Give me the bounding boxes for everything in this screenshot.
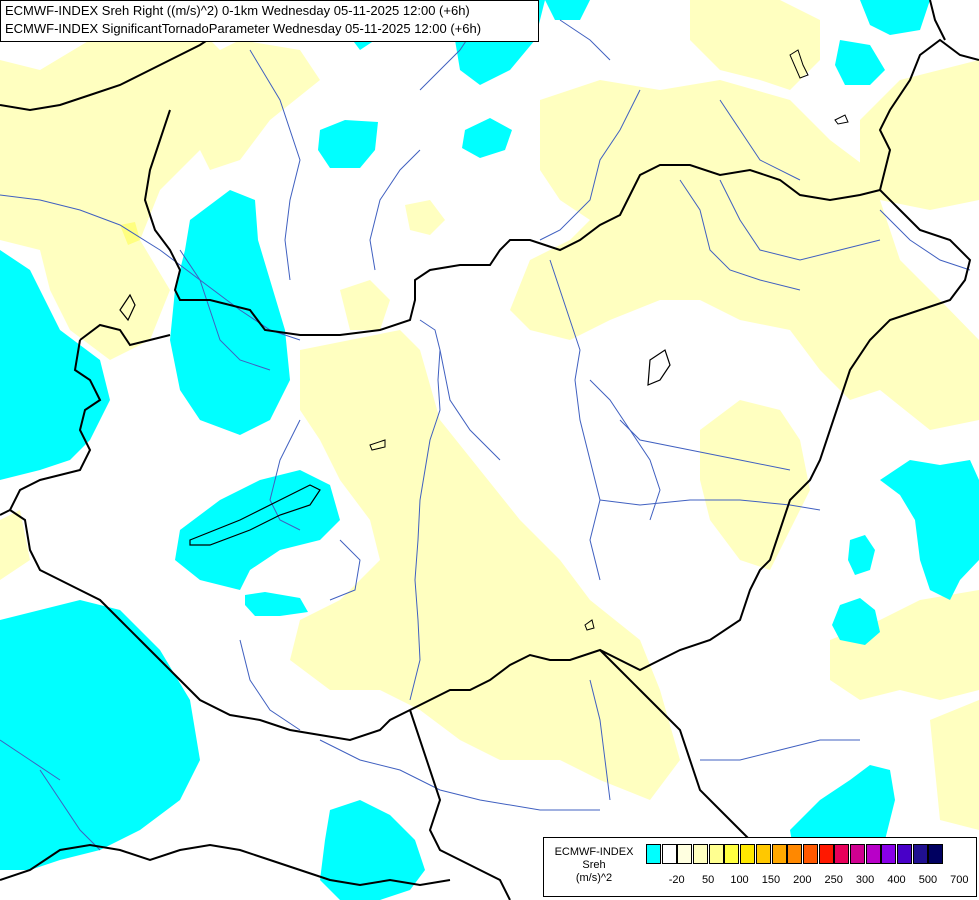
legend-title-line2: Sreh [582, 859, 606, 871]
legend-swatch [897, 844, 912, 864]
sreh-light-yellow-areas [0, 0, 979, 830]
legend-swatch [693, 844, 709, 864]
legend-tick-label: -20 [668, 874, 685, 886]
legend-swatch [834, 844, 850, 864]
legend-title-line3: (m/s)^2 [575, 872, 613, 884]
legend-tick-label: 200 [793, 874, 812, 886]
legend-ticks: -20 50 100 150 200 250 300 400 500 700 [644, 874, 974, 888]
color-legend: ECMWF-INDEX Sreh (m/s)^2 -20 50 100 150 200 2… [543, 837, 977, 897]
legend-swatch [881, 844, 897, 864]
legend-swatch [724, 844, 740, 864]
legend-swatch [865, 844, 881, 864]
legend-swatch [740, 844, 756, 864]
legend-swatch [677, 844, 693, 864]
legend-swatch [708, 844, 724, 864]
legend-title-line1: ECMWF-INDEX [554, 846, 634, 858]
map-header: ECMWF-INDEX Sreh Right ((m/s)^2) 0-1km W… [0, 0, 539, 42]
legend-tick-label: 500 [918, 874, 938, 886]
legend-swatch [928, 844, 944, 864]
legend-tick-label: 150 [761, 874, 781, 886]
header-line2: ECMWF-INDEX SignificantTornadoParameter … [5, 21, 482, 36]
legend-swatch [646, 844, 661, 864]
legend-swatches [646, 844, 944, 864]
legend-swatch [661, 844, 677, 864]
legend-swatch [787, 844, 803, 864]
legend-tick-label: 100 [730, 874, 749, 886]
legend-swatch [818, 844, 834, 864]
legend-tick-label: 300 [855, 874, 875, 886]
legend-swatch [912, 844, 928, 864]
header-line1: ECMWF-INDEX Sreh Right ((m/s)^2) 0-1km W… [5, 3, 470, 18]
legend-tick-label: 250 [824, 874, 843, 886]
legend-tick-label: 400 [887, 874, 906, 886]
legend-title: ECMWF-INDEX Sreh (m/s)^2 [546, 846, 642, 885]
legend-swatch [849, 844, 865, 864]
legend-tick-label: 50 [701, 874, 715, 886]
legend-swatch [771, 844, 787, 864]
legend-tick-label: 700 [950, 874, 969, 886]
legend-swatch [802, 844, 818, 864]
legend-swatch [755, 844, 771, 864]
